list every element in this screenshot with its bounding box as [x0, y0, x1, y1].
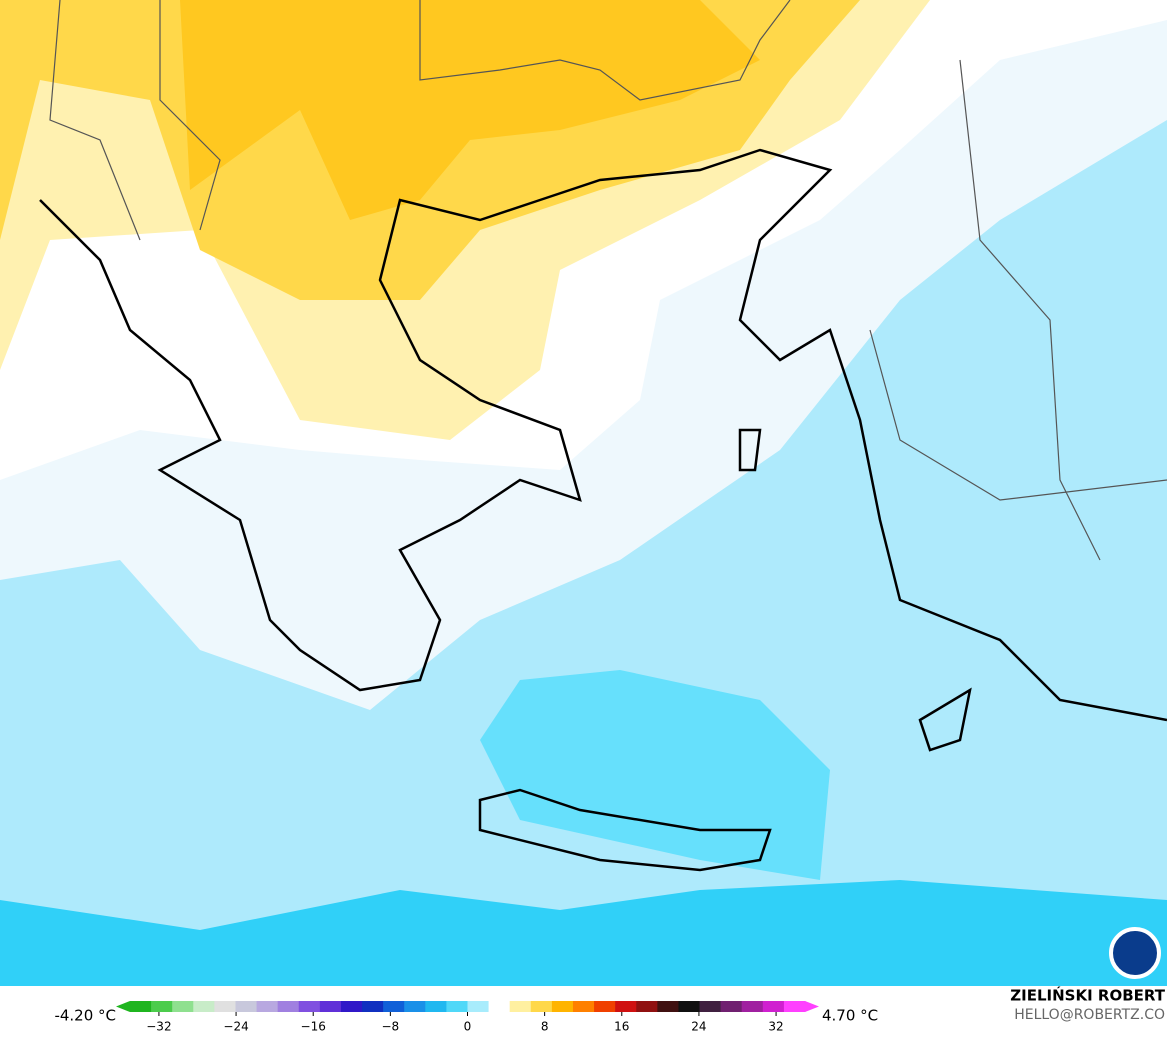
colorbar-swatch [319, 1001, 342, 1012]
colorbar-min-label: -4.20 °C [54, 1007, 116, 1025]
colorbar-tick-label: 16 [614, 1020, 629, 1034]
colorbar-swatch [425, 1001, 447, 1012]
colorbar-swatch [594, 1001, 616, 1012]
colorbar-tick-label: −32 [146, 1020, 171, 1034]
colorbar-swatch [277, 1001, 300, 1012]
colorbar-swatch [678, 1001, 701, 1012]
colorbar-tick-label: −8 [382, 1020, 400, 1034]
colorbar-tick-label: 32 [768, 1020, 783, 1034]
colorbar-swatch [362, 1001, 384, 1012]
colorbar-swatch [298, 1001, 321, 1012]
colorbar-swatch [783, 1001, 806, 1012]
colorbar-tick-label: 24 [691, 1020, 706, 1034]
zone-deep-blue [0, 880, 1167, 986]
colorbar-swatch [572, 1001, 595, 1012]
colorbar-swatch [741, 1001, 764, 1012]
colorbar-max-label: 4.70 °C [822, 1007, 878, 1025]
colorbar-arrow-right [805, 1001, 819, 1012]
colorbar-swatch [720, 1001, 743, 1012]
colorbar-swatch [551, 1001, 574, 1012]
zone-orange [180, 0, 760, 220]
colorbar-swatch [762, 1001, 785, 1012]
colorbar-tick-label: 8 [541, 1020, 549, 1034]
colorbar-swatch [636, 1001, 658, 1012]
borders [49, 0, 1167, 561]
colorbar-swatch [383, 1001, 405, 1012]
colorbar-swatch [446, 1001, 468, 1012]
colorbar-swatch [151, 1001, 173, 1012]
colorbar-swatch [193, 1001, 215, 1012]
colorbar-swatch [699, 1001, 722, 1012]
noaa-logo [1109, 927, 1161, 979]
colorbar-swatch [130, 1001, 152, 1012]
colorbar-swatch [530, 1001, 553, 1012]
colorbar-swatch [172, 1001, 194, 1012]
colorbar-tick-label: 0 [464, 1020, 472, 1034]
coastlines [39, 148, 1167, 872]
colorbar-tick-label: −16 [301, 1020, 326, 1034]
colorbar-swatch [467, 1001, 490, 1012]
colorbar-swatch [509, 1001, 532, 1012]
colorbar-swatch [340, 1001, 363, 1012]
zone-blue [480, 670, 830, 880]
colorbar-arrow-left [116, 1001, 130, 1012]
colorbar-swatch [404, 1001, 426, 1012]
credit-name: ZIELIŃSKI ROBERT [1010, 986, 1165, 1005]
colorbar-tick-label: −24 [223, 1020, 248, 1034]
colorbar-swatch [235, 1001, 258, 1012]
credit-email: HELLO@ROBERTZ.CO [1014, 1007, 1165, 1023]
colorbar-swatch [256, 1001, 279, 1012]
colorbar-swatch [657, 1001, 679, 1012]
colorbar-swatch [214, 1001, 236, 1012]
colorbar-swatch [488, 1001, 511, 1012]
colorbar-swatch [615, 1001, 637, 1012]
map [0, 0, 1167, 986]
